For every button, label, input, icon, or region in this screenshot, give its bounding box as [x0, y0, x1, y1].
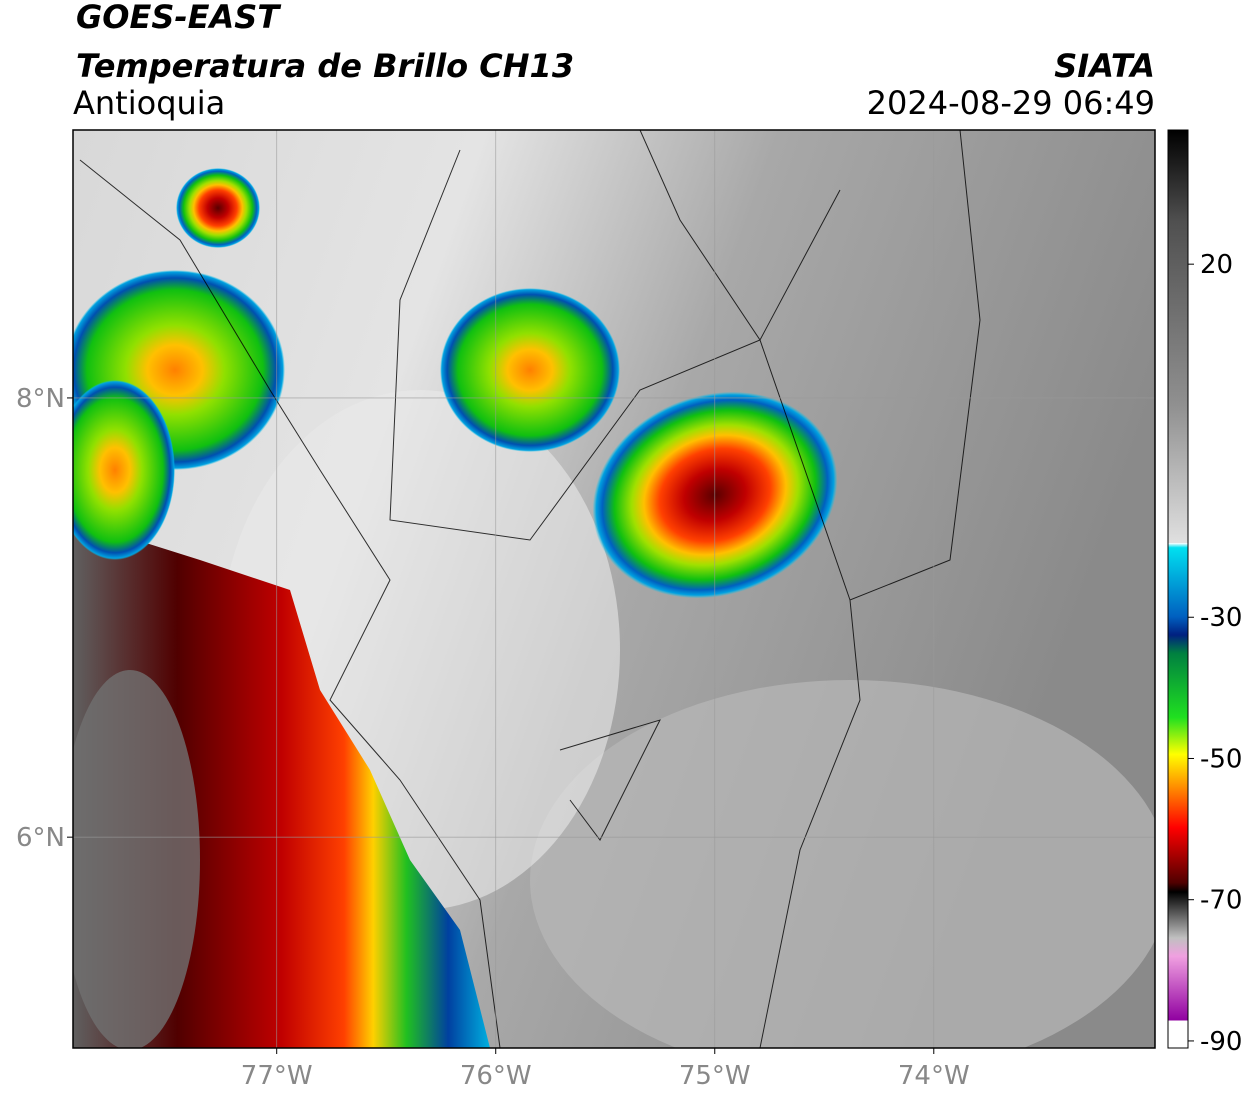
satellite-title: GOES-EAST [76, 0, 281, 36]
y-tick-label: 6°N [16, 823, 65, 853]
x-tick-label: 75°W [679, 1061, 751, 1091]
imagery [73, 130, 1155, 1048]
map-frame [72, 129, 1156, 1049]
colorbar-tick-label: -50 [1200, 744, 1242, 774]
colorbar [1167, 129, 1189, 1049]
colorbar-tick-label: 20 [1200, 250, 1233, 280]
colorbar-tick-label: -30 [1200, 603, 1242, 633]
x-tick-label: 77°W [241, 1061, 313, 1091]
source-label: SIATA [1054, 47, 1155, 85]
y-tick-label: 8°N [16, 384, 65, 414]
colorbar-tick-label: -70 [1200, 886, 1242, 916]
x-tick-label: 76°W [460, 1061, 532, 1091]
colorbar-tick-label: -90 [1200, 1027, 1242, 1057]
x-tick-label: 74°W [898, 1061, 970, 1091]
product-title: Temperatura de Brillo CH13 [76, 47, 574, 85]
grid [73, 130, 1155, 1048]
region-label: Antioquia [73, 84, 225, 122]
datetime-label: 2024-08-29 06:49 [867, 84, 1155, 122]
